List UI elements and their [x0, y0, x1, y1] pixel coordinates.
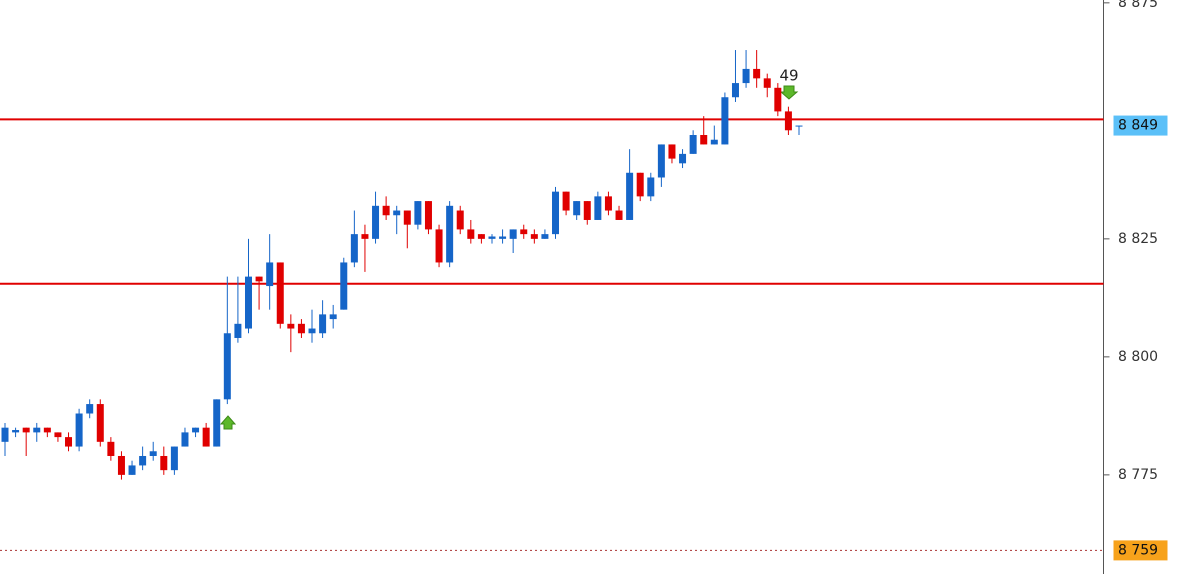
candle-body: [276, 262, 284, 324]
candle-body: [350, 234, 358, 263]
candle-body: [107, 441, 115, 456]
candle-body: [414, 201, 422, 225]
candle-body: [234, 323, 242, 338]
candle-body: [530, 234, 538, 239]
candle-body: [297, 323, 305, 334]
candle-body: [96, 404, 104, 442]
sell-arrow: [779, 85, 799, 100]
price-marker: [1113, 540, 1168, 561]
candle-body: [615, 210, 623, 220]
candle-body: [223, 333, 231, 400]
candle-body: [372, 205, 380, 239]
y-tick-label: 8 875: [1118, 0, 1158, 11]
candle-body: [499, 236, 507, 239]
candle-body: [192, 427, 200, 433]
candle-body: [467, 229, 475, 239]
candle-body: [700, 135, 708, 145]
candle-body: [689, 135, 697, 154]
y-tick-label: 8 800: [1118, 349, 1158, 365]
candle-body: [552, 191, 560, 235]
candle-body: [731, 83, 739, 98]
candle-body: [170, 446, 178, 471]
candle-body: [213, 399, 221, 447]
candle-body: [403, 210, 411, 225]
candle-body: [784, 111, 792, 131]
candle-body: [710, 139, 718, 145]
candle-body: [657, 144, 665, 178]
candle-body: [583, 201, 591, 220]
candle-body: [139, 455, 147, 466]
y-tick-label: 8 775: [1118, 467, 1158, 483]
candle-body: [33, 427, 41, 433]
candle-body: [647, 177, 655, 197]
candle-body: [382, 205, 390, 216]
candle-body: [573, 201, 581, 216]
candle-body: [86, 404, 94, 414]
price-marker-label: 8 759: [1118, 542, 1158, 558]
candle-body: [202, 427, 210, 447]
candle-body: [477, 234, 485, 239]
candle-body: [12, 430, 20, 433]
candle-body: [22, 427, 30, 433]
y-tick-label: 8 825: [1118, 231, 1158, 247]
candle-body: [488, 236, 496, 239]
candle-body: [604, 196, 612, 211]
candle-body: [181, 432, 189, 447]
candle-body: [594, 196, 602, 220]
annotation: 49: [779, 67, 798, 85]
candle-body: [340, 262, 348, 310]
candle-body: [117, 455, 125, 475]
candle-body: [753, 68, 761, 79]
candle-body: [520, 229, 528, 235]
candle-body: [763, 78, 771, 88]
buy-arrow-head: [219, 415, 237, 430]
candle-body: [308, 328, 316, 334]
candle-body: [456, 210, 464, 230]
candle-body: [679, 153, 687, 164]
candle-body: [255, 276, 263, 282]
candle-body: [287, 323, 295, 329]
candle-body: [43, 427, 51, 433]
candle-body: [774, 87, 782, 112]
candle-body: [509, 229, 517, 239]
candle-body: [626, 172, 634, 220]
candle-body: [393, 210, 401, 216]
candle-body: [244, 276, 252, 329]
candle-body: [795, 125, 803, 127]
candle-body: [361, 234, 369, 239]
candle-body: [446, 205, 454, 263]
candle-body: [75, 413, 83, 447]
candle-body: [128, 465, 136, 475]
price-marker-label: 8 849: [1118, 118, 1158, 134]
candle-body: [319, 314, 327, 334]
candle-body: [424, 201, 432, 230]
candle-body: [742, 68, 750, 84]
candle-body: [160, 455, 168, 471]
candle-body: [435, 229, 443, 263]
candle-body: [668, 144, 676, 159]
candle-body: [562, 191, 570, 211]
candle-body: [636, 172, 644, 197]
price-marker: [1113, 115, 1168, 136]
candle-body: [266, 262, 274, 287]
candle-body: [65, 437, 73, 447]
candle-body: [149, 451, 157, 456]
candle-body: [721, 97, 729, 145]
candle-body: [54, 432, 62, 438]
candle-body: [541, 234, 549, 239]
candle-body: [329, 314, 337, 320]
candle-body: [1, 427, 9, 442]
